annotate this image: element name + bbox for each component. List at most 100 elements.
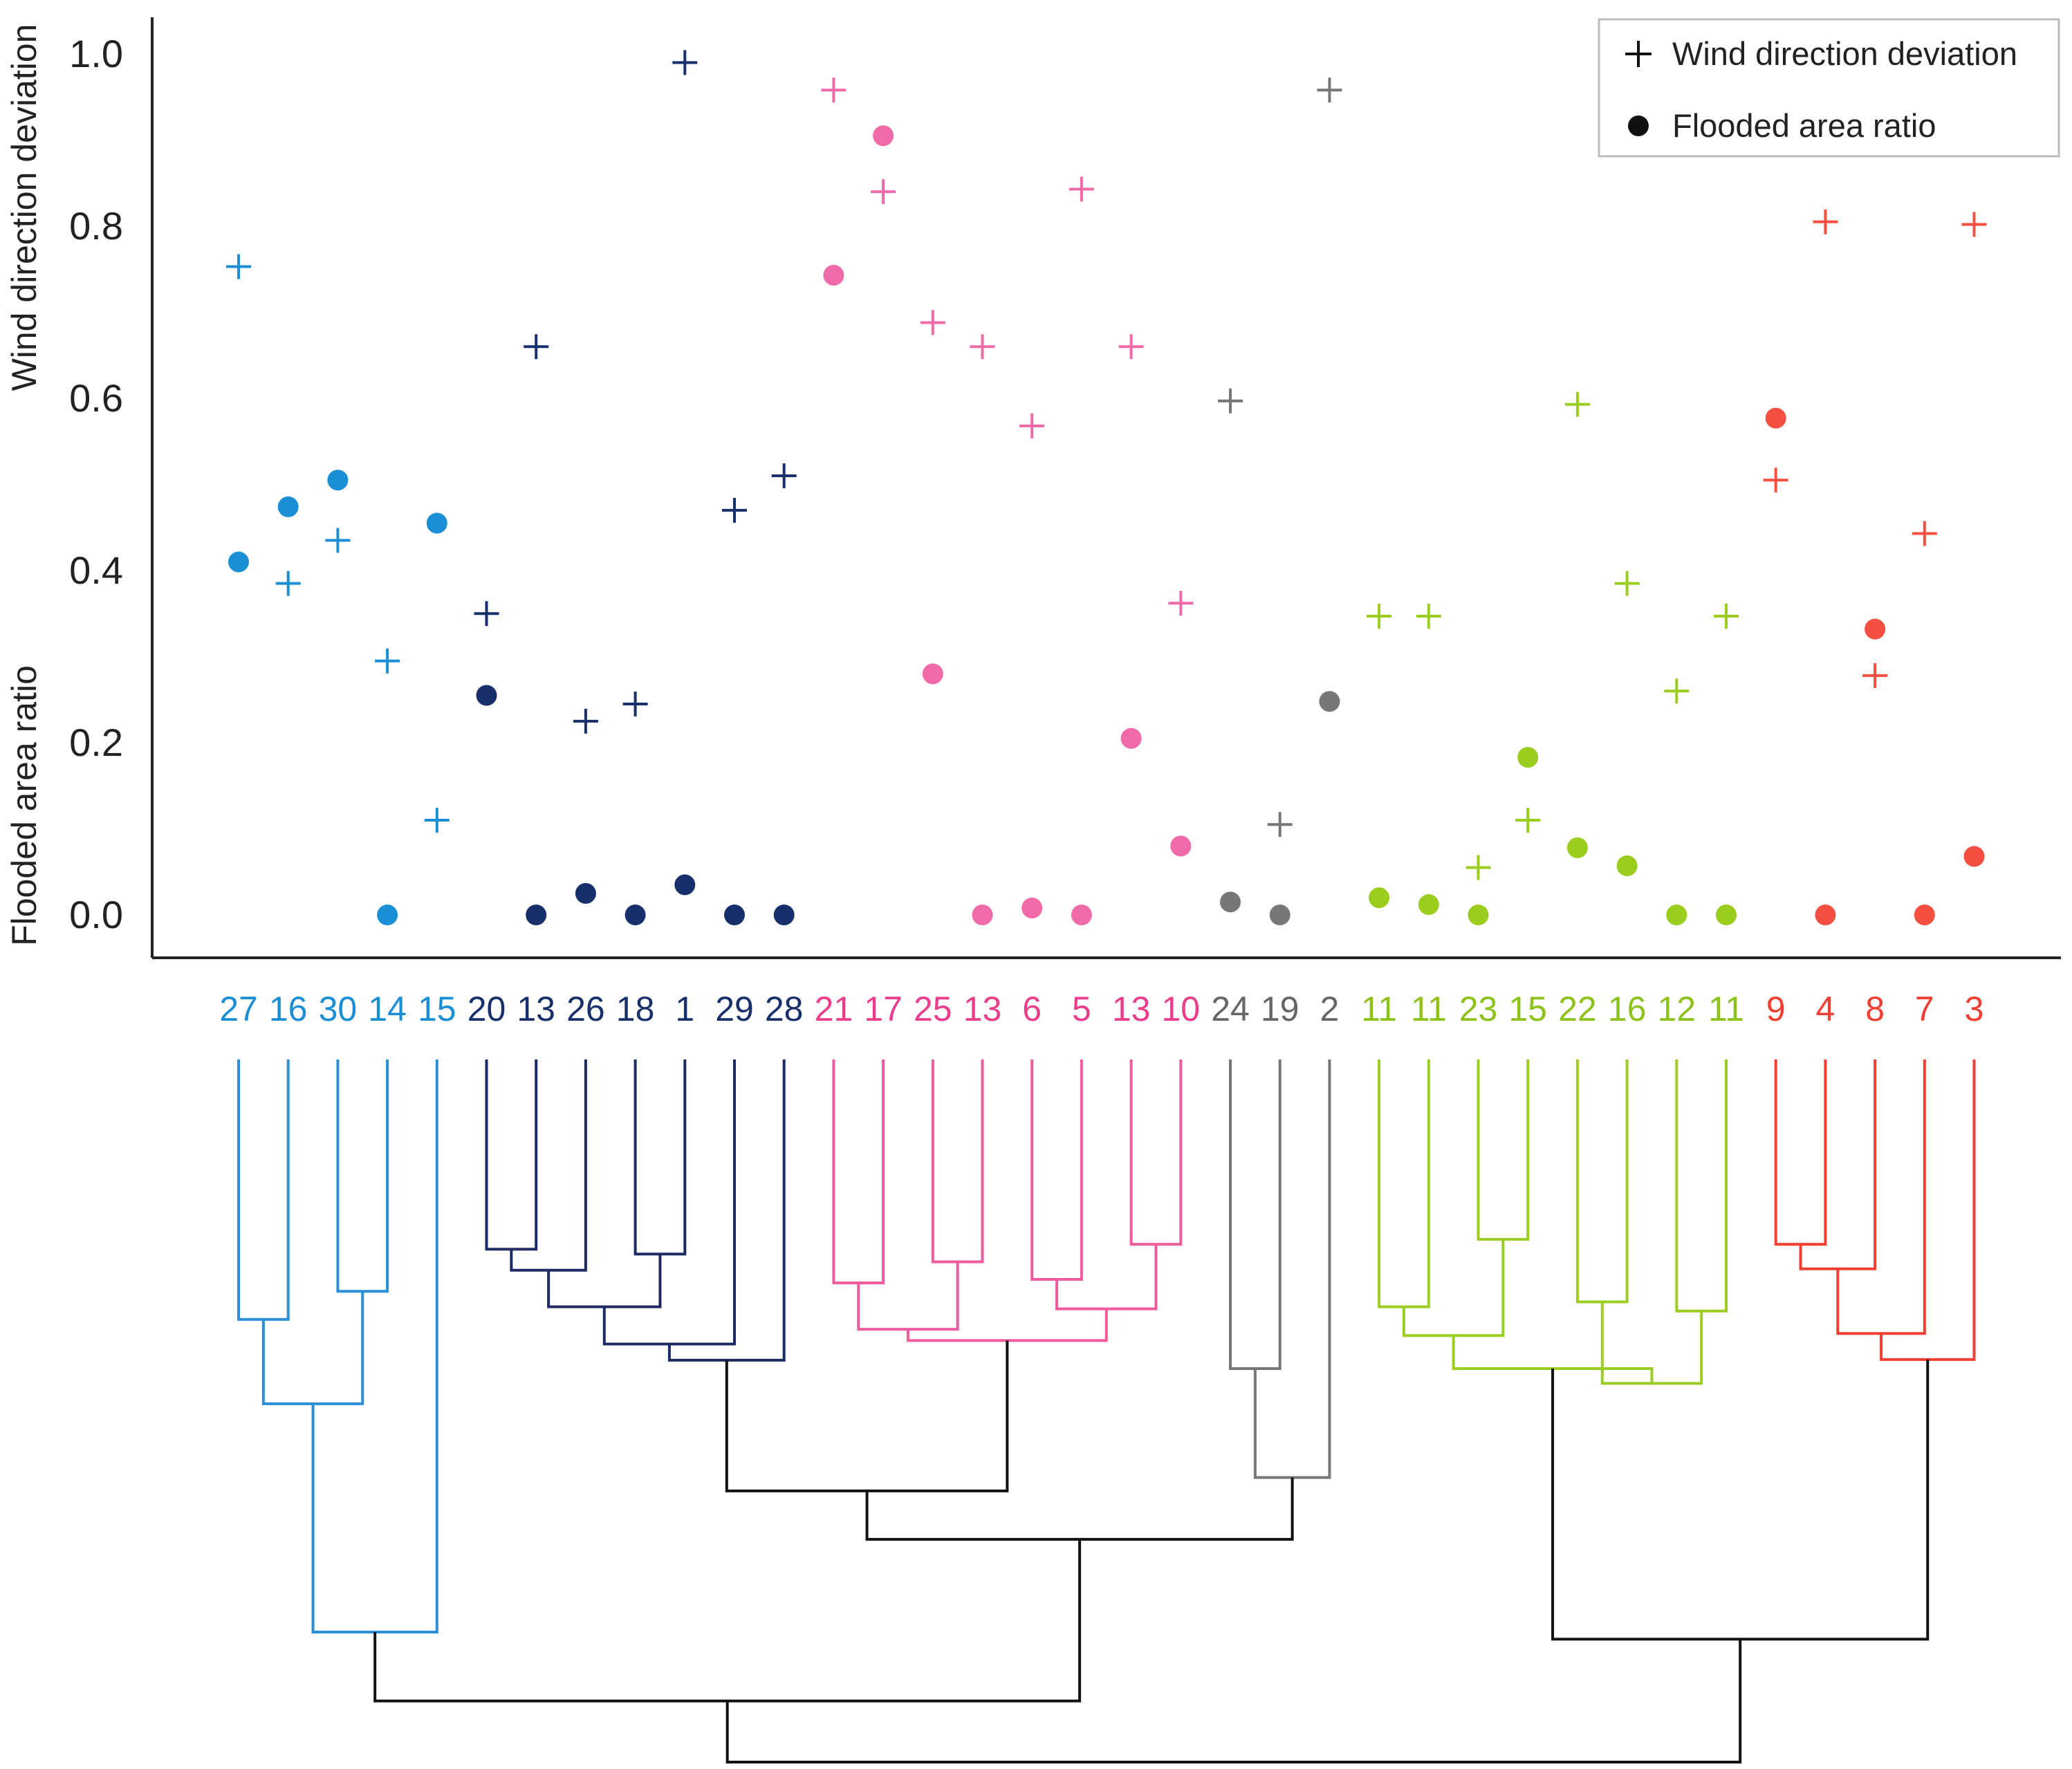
dendrogram-link [1600,1302,1703,1385]
wind-deviation-point [871,179,896,205]
leaf-label: 11 [1361,990,1397,1028]
leaf-label: 2 [1320,990,1339,1028]
flood-ratio-point [476,685,497,706]
legend-label-wind: Wind direction deviation [1672,35,2017,72]
flood-ratio-point [674,874,696,896]
wind-deviation-point [1961,212,1987,237]
wind-deviation-point [1912,521,1937,546]
leaf-label: 7 [1915,990,1934,1028]
wind-deviation-point [1862,663,1888,688]
wind-deviation-point [622,691,648,716]
dendrogram-link [1774,1059,1827,1246]
dendrogram-link [1378,1059,1430,1308]
wind-deviation-point [1019,413,1045,438]
leaf-label: 3 [1965,990,1984,1028]
wind-deviation-point [524,334,549,360]
wind-deviation-point [1317,77,1342,103]
wind-deviation-point [474,601,499,627]
flood-ratio-point [1021,898,1043,919]
wind-deviation-point [1813,209,1838,234]
dendrogram-link [1477,1059,1530,1241]
wind-deviation-point [821,77,847,103]
dendrogram-link [547,1254,662,1308]
dendrogram-link [485,1059,538,1251]
dendrogram-link [1575,1059,1629,1304]
leaf-label: 8 [1865,990,1885,1028]
dendrogram-link [1551,1359,1930,1641]
dendrogram-link [725,1639,1742,1763]
leaf-label: 30 [319,990,358,1028]
flood-ratio-point [1220,891,1241,913]
flood-ratio-point [228,551,249,573]
flood-ratio-point [1120,728,1142,749]
dendrogram-link [832,1059,885,1285]
legend-label-flood: Flooded area ratio [1672,107,1936,144]
flood-ratio-point [1468,905,1489,925]
wind-deviation-point [1614,571,1640,596]
leaf-label: 21 [815,990,853,1028]
dendrogram-link [1675,1059,1728,1313]
flood-ratio-point [426,512,447,534]
dendrogram-link [633,1059,687,1256]
dendrogram-link [1229,1059,1282,1371]
wind-deviation-point [1118,334,1144,360]
wind-deviation-point [1416,603,1441,629]
flood-ratio-point [575,882,596,904]
leaf-label: 6 [1022,990,1042,1028]
data-points [226,50,1987,925]
dendrogram-link [1129,1059,1183,1246]
dendrogram-link [931,1059,984,1263]
flood-ratio-point [1269,905,1291,925]
wind-deviation-point [275,571,301,596]
y-tick-label: 0.4 [69,548,123,592]
dendrogram-link [906,1308,1108,1342]
flood-ratio-point [773,905,795,925]
flood-ratio-point [873,125,894,147]
flood-ratio-point [1616,855,1638,877]
flood-ratio-point [625,905,646,925]
flood-ratio-point [1815,905,1836,925]
flood-ratio-point [1071,905,1092,925]
leaf-label: 15 [418,990,456,1028]
flood-ratio-point [972,905,993,925]
y-tick-label: 0.0 [69,893,123,936]
leaf-label: 22 [1558,990,1597,1028]
wind-deviation-point [1367,603,1392,629]
leaf-label: 17 [864,990,903,1028]
wind-deviation-point [722,497,747,523]
leaf-label: 15 [1508,990,1547,1028]
flood-ratio-point [724,905,745,925]
dendrogram-link [373,1539,1082,1703]
flood-ratio-point [277,496,299,517]
wind-deviation-point [226,254,251,279]
leaf-label: 20 [468,990,506,1028]
leaf-label: 11 [1708,990,1744,1028]
leaf-label: 23 [1459,990,1498,1028]
legend: Wind direction deviation Flooded area ra… [1598,18,2060,158]
wind-deviation-point [920,310,945,335]
legend-plus-marker [1625,41,1652,67]
leaf-labels: 27 16 30 14 15 20 13 26 18 1 29 28 21 17 25 13 6 5 13 10 24 1… [219,990,1983,1028]
dendrogram-link [1253,1059,1331,1479]
flood-ratio-point [1319,691,1340,712]
leaf-label: 16 [269,990,308,1028]
dendrogram-link [725,1340,1009,1492]
leaf-label: 28 [765,990,804,1028]
wind-deviation-point [1267,812,1293,837]
leaf-label: 9 [1766,990,1786,1028]
dendrogram-link [667,1059,786,1362]
dendrogram-link [1880,1059,1976,1361]
leaf-label: 1 [675,990,694,1028]
flood-ratio-point [823,264,844,286]
dendrogram-link [336,1059,389,1293]
wind-deviation-point [1714,603,1739,629]
dendrogram-tree [237,1059,1976,1763]
leaf-label: 29 [715,990,754,1028]
wind-deviation-point [1515,808,1541,833]
leaf-label: 13 [1112,990,1151,1028]
flood-ratio-point [1418,894,1439,916]
flood-ratio-point [1865,618,1886,640]
y-axis-title-bottom: Flooded area ratio [5,665,44,946]
scatter-plot: 0.0 0.2 0.4 0.6 0.8 1.0 Wind direction deviat… [5,17,2061,959]
